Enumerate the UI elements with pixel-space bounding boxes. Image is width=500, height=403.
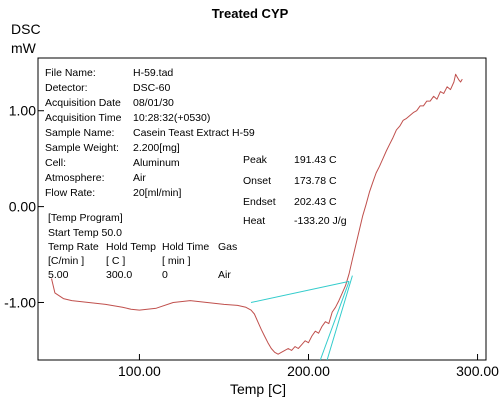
flow-rate-value: 20[ml/min] xyxy=(133,187,182,199)
file-name-label: File Name: xyxy=(45,67,96,79)
row-gas: Air xyxy=(218,269,231,281)
atmosphere-value: Air xyxy=(133,172,146,184)
acquisition-date-label: Acquisition Date xyxy=(45,97,121,109)
temp-program-header: [Temp Program] xyxy=(48,212,123,224)
y-tick-label: 1.00 xyxy=(9,103,36,119)
detector-value: DSC-60 xyxy=(133,82,171,94)
temp-program: [Temp Program] Start Temp 50.0 Temp Rate… xyxy=(48,212,237,281)
cell-label: Cell: xyxy=(45,157,66,169)
x-tick-label: 200.00 xyxy=(287,363,330,379)
col-hold-temp: Hold Temp xyxy=(106,241,156,253)
heat-value: -133.20 J/g xyxy=(294,215,347,227)
acquisition-date-value: 08/01/30 xyxy=(133,97,174,109)
y-axis-ticks: 1.00 0.00 -1.00 xyxy=(4,103,44,310)
unit-hold-time: [ min ] xyxy=(162,255,191,267)
sample-weight-value: 2.200[mg] xyxy=(133,142,180,154)
peak-value: 191.43 C xyxy=(294,154,337,166)
series-layer xyxy=(51,73,463,361)
heat-label: Heat xyxy=(243,215,265,227)
x-axis-label: Temp [C] xyxy=(230,381,286,397)
onset-label: Onset xyxy=(243,175,271,187)
y-tick-label: -1.00 xyxy=(4,294,36,310)
row-temp-rate: 5.00 xyxy=(48,269,69,281)
analysis-results: Peak 191.43 C Onset 173.78 C Endset 202.… xyxy=(243,154,347,227)
x-tick-label: 300.00 xyxy=(456,363,499,379)
file-name-value: H-59.tad xyxy=(133,67,173,79)
flow-rate-label: Flow Rate: xyxy=(45,187,95,199)
tangent-line xyxy=(250,280,350,303)
unit-hold-temp: [ C ] xyxy=(106,255,125,267)
tangent-line xyxy=(326,275,353,361)
tangent-line xyxy=(319,281,350,361)
x-axis-ticks: 100.00 200.00 300.00 xyxy=(118,354,499,379)
onset-value: 173.78 C xyxy=(294,175,337,187)
y-axis-label-line2: mW xyxy=(11,40,37,56)
sample-name-label: Sample Name: xyxy=(45,127,114,139)
row-hold-time: 0 xyxy=(162,269,168,281)
detector-label: Detector: xyxy=(45,82,88,94)
sample-name-value: Casein Teast Extract H-59 xyxy=(133,127,255,139)
sample-info: File Name: H-59.tad Detector: DSC-60 Acq… xyxy=(45,67,255,199)
unit-temp-rate: [C/min ] xyxy=(48,255,84,267)
col-gas: Gas xyxy=(218,241,237,253)
plot-frame xyxy=(37,57,487,361)
acquisition-time-label: Acquisition Time xyxy=(45,112,122,124)
sample-weight-label: Sample Weight: xyxy=(45,142,119,154)
dsc-curve xyxy=(51,73,463,355)
atmosphere-label: Atmosphere: xyxy=(45,172,105,184)
y-tick-label: 0.00 xyxy=(9,199,36,215)
acquisition-time-value: 10:28:32(+0530) xyxy=(133,112,210,124)
start-temp: Start Temp 50.0 xyxy=(48,227,122,239)
col-temp-rate: Temp Rate xyxy=(48,241,99,253)
peak-label: Peak xyxy=(243,154,268,166)
chart-title: Treated CYP xyxy=(212,6,289,21)
row-hold-temp: 300.0 xyxy=(106,269,132,281)
endset-value: 202.43 C xyxy=(294,196,337,208)
y-axis-label-line1: DSC xyxy=(11,21,41,37)
endset-label: Endset xyxy=(243,196,276,208)
col-hold-time: Hold Time xyxy=(162,241,209,253)
x-tick-label: 100.00 xyxy=(118,363,161,379)
cell-value: Aluminum xyxy=(133,157,180,169)
